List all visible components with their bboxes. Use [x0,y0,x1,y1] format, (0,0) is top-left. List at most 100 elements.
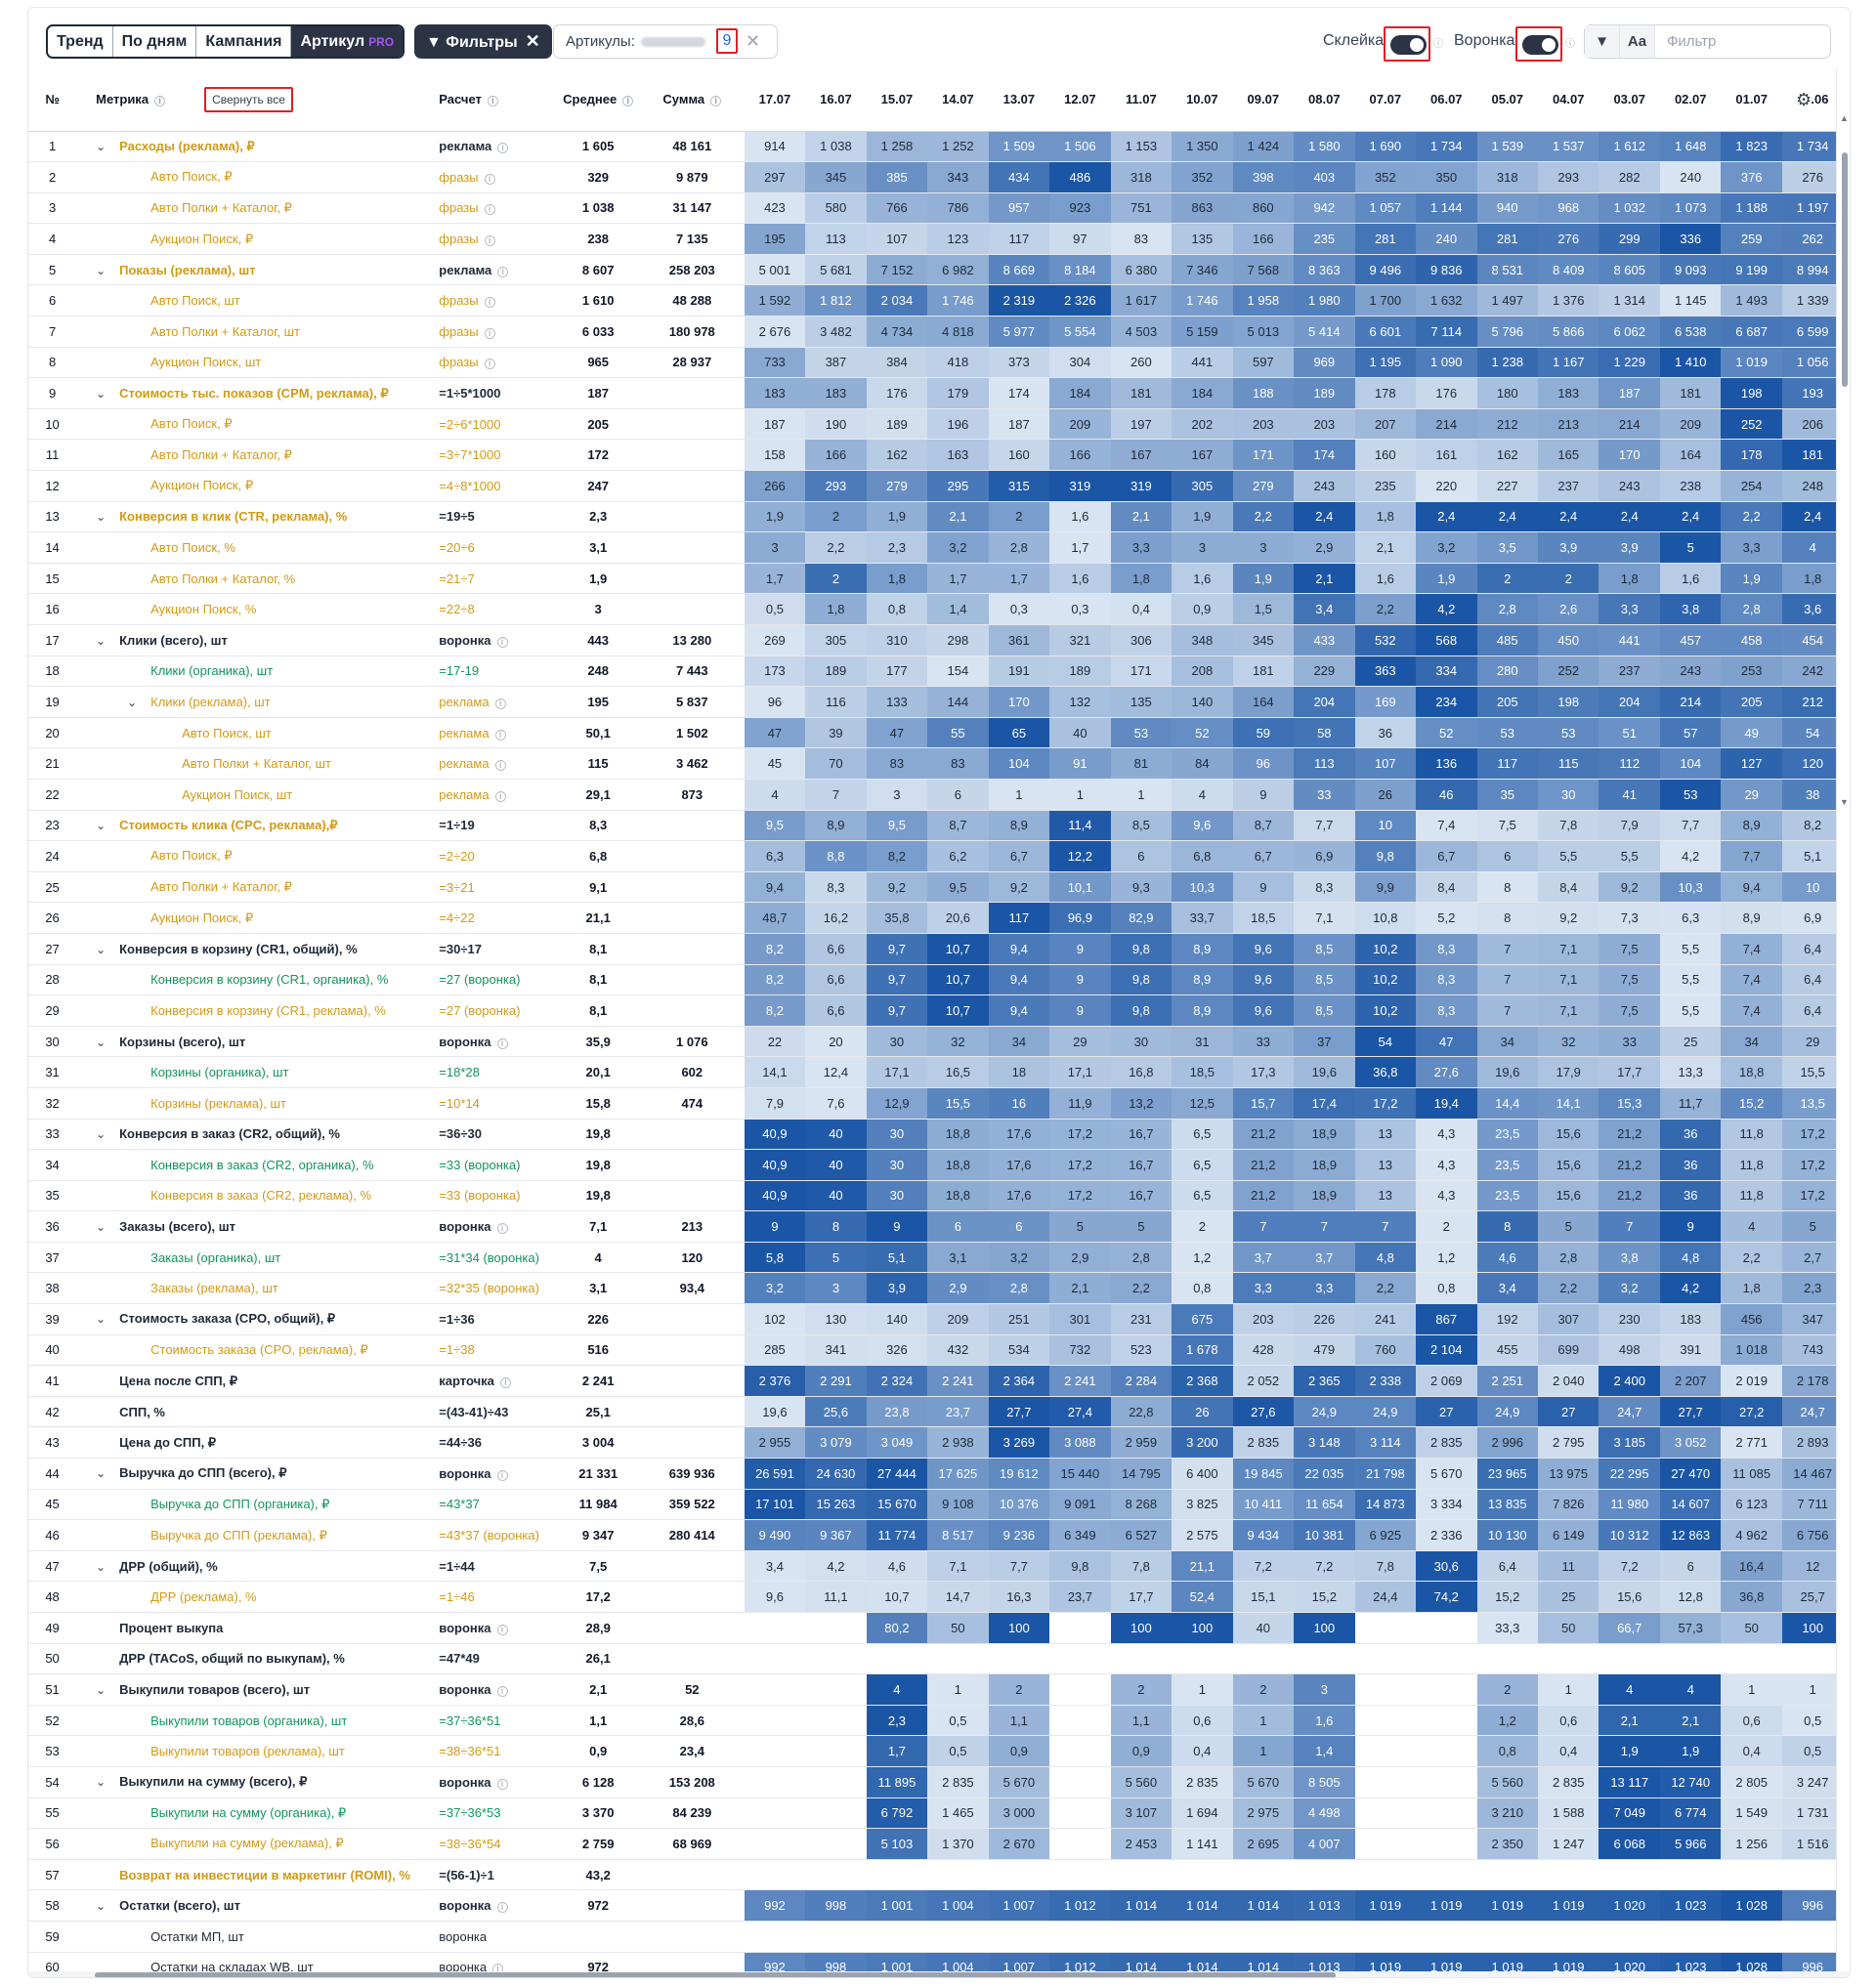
value-cell [1416,1735,1477,1767]
chevron-down-icon[interactable]: ⌄ [96,818,107,832]
date-column-header[interactable]: 10.07 [1172,68,1233,132]
horizontal-scrollbar[interactable] [28,1971,1850,1977]
chevron-down-icon[interactable]: ⌄ [96,263,107,277]
row-number: 19 [28,686,77,718]
gear-icon[interactable]: ⚙ [1796,90,1812,110]
chevron-down-icon[interactable]: ⌄ [96,633,107,648]
col-avg-header[interactable]: Среднее i [556,68,640,132]
value-cell: 187 [744,408,806,441]
avg-cell: 516 [556,1334,640,1367]
sum-cell [639,1952,745,1971]
collapse-all-button[interactable]: Свернуть все [204,86,293,112]
filter-input[interactable]: Фильтр [1667,33,1717,50]
filters-button[interactable]: ▼ Фильтры ✕ [414,24,552,59]
tab-campaign[interactable]: Кампания [196,26,292,57]
table-viewport[interactable]: № Метрика i Свернуть все Расчет i Среднее i … [28,68,1836,1971]
date-column-header[interactable]: 16.07 [805,68,867,132]
calc-label: =1÷19 [439,818,475,833]
value-cell: 6 792 [866,1798,928,1830]
chevron-down-icon[interactable]: ⌄ [96,1220,107,1235]
funnel-toggle[interactable] [1515,26,1562,62]
sum-cell [639,1612,745,1644]
scroll-thumb[interactable] [95,1972,1336,1977]
date-column-header[interactable]: 11.07 [1110,68,1172,132]
avg-cell: 0,9 [556,1735,640,1767]
date-column-header[interactable]: 02.07 [1659,68,1722,132]
date-column-header[interactable]: 13.07 [988,68,1050,132]
info-icon: i [497,143,509,154]
calc-cell: воронка i [431,1458,557,1490]
chevron-down-icon[interactable]: ⌄ [96,1682,107,1697]
articles-count-badge[interactable]: 9 [716,28,738,54]
chevron-down-icon[interactable]: ⌄ [96,1466,107,1481]
scroll-thumb[interactable] [1842,152,1848,387]
info-icon: i [622,96,634,107]
date-column-header[interactable]: 12.07 [1049,68,1111,132]
date-column-header[interactable]: 01.07 [1721,68,1782,132]
value-cell: 343 [927,161,989,193]
value-cell [1416,1921,1477,1953]
chevron-down-icon[interactable]: ⌄ [96,1035,107,1049]
date-column-header[interactable]: 04.07 [1538,68,1599,132]
date-column-header[interactable]: 06.07 [1416,68,1477,132]
date-column-header[interactable]: 30.06 [1781,68,1836,132]
tab-article[interactable]: Артикул PRO [291,26,404,57]
close-icon[interactable]: ✕ [525,31,540,51]
metric-label: Авто Полки + Каталог, ₽ [150,199,292,215]
date-column-header[interactable]: 07.07 [1354,68,1417,132]
col-sum-header[interactable]: Сумма i [639,68,745,132]
sum-cell: 28,6 [639,1705,745,1737]
value-cell: 10,3 [1659,871,1722,904]
value-cell [1538,1921,1599,1953]
date-column-header[interactable]: 05.07 [1476,68,1538,132]
chevron-down-icon[interactable]: ⌄ [96,1899,107,1914]
value-cell [988,1859,1050,1891]
metric-cell: Авто Поиск, шт [76,284,432,317]
calc-cell: =17-19 [431,656,557,688]
value-cell [1599,1643,1660,1675]
value-cell: 3 [805,1272,867,1305]
row-number: 13 [28,501,77,533]
clear-icon[interactable]: ✕ [746,31,761,51]
value-cell: 6,3 [744,840,806,872]
value-cell: 2,3 [866,1705,928,1737]
calc-label: =37÷36*51 [439,1713,501,1728]
chevron-down-icon[interactable]: ⌄ [96,1312,107,1327]
value-cell: 2 207 [1659,1365,1722,1397]
case-toggle[interactable]: Aa [1620,25,1655,58]
chevron-down-icon[interactable]: ⌄ [96,386,107,401]
chevron-down-icon[interactable]: ⌄ [127,695,138,709]
chevron-down-icon[interactable]: ⌄ [96,510,107,525]
date-column-header[interactable]: 14.07 [927,68,989,132]
date-column-header[interactable]: 03.07 [1599,68,1660,132]
value-cell: 162 [1476,439,1538,472]
chevron-down-icon[interactable]: ⌄ [96,1559,107,1574]
metric-header-label: Метрика [96,91,149,106]
date-column-header[interactable]: 09.07 [1232,68,1295,132]
value-cell: 1 [1049,779,1111,811]
scroll-down-icon[interactable]: ▼ [1840,797,1849,807]
chevron-down-icon[interactable]: ⌄ [96,1775,107,1790]
date-column-header[interactable]: 15.07 [866,68,928,132]
scroll-up-icon[interactable]: ▲ [1840,113,1849,123]
chevron-down-icon[interactable]: ⌄ [96,1127,107,1142]
avg-cell: 2 759 [556,1828,640,1860]
chevron-down-icon[interactable]: ⌄ [96,942,107,956]
glue-toggle[interactable] [1384,26,1430,62]
tab-by-days[interactable]: По дням [113,26,197,57]
value-cell: 345 [805,161,867,193]
articles-filter[interactable]: Артикулы: 9 ✕ [553,24,778,59]
date-column-header[interactable]: 17.07 [744,68,806,132]
tab-trend[interactable]: Тренд [48,26,113,57]
vertical-scrollbar[interactable]: ▲ ▼ [1836,68,1850,1971]
value-cell: 1,8 [1354,501,1417,533]
filter-icon[interactable]: ▼ [1585,25,1620,58]
metric-cell: Цена после СПП, ₽ [76,1365,432,1397]
date-column-header[interactable]: 08.07 [1294,68,1355,132]
value-cell: 1 958 [1232,284,1295,317]
value-cell: 2 052 [1232,1365,1295,1397]
value-cell [1172,1643,1233,1675]
chevron-down-icon[interactable]: ⌄ [96,139,107,153]
calc-label: =18*28 [439,1065,480,1080]
value-cell: 11,9 [1049,1087,1111,1120]
